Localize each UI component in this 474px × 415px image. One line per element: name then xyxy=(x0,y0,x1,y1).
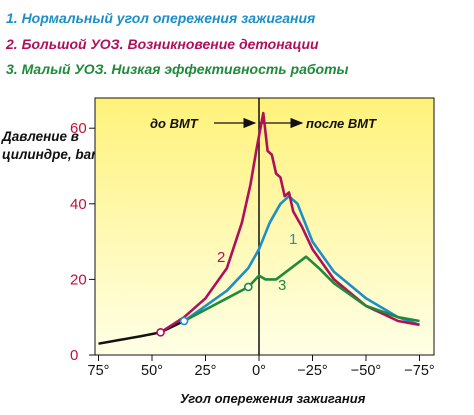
annotation-after: после ВМТ xyxy=(306,116,377,131)
x-tick-label: −25° xyxy=(297,363,327,379)
x-tick-label: 0° xyxy=(252,363,266,379)
legend-item-1: 1. Нормальный угол опережения зажигания xyxy=(6,10,316,26)
ignition-point xyxy=(156,328,165,337)
series-2-line xyxy=(159,111,420,334)
y-tick-label: 60 xyxy=(70,120,87,137)
x-tick-label: 50° xyxy=(141,363,163,379)
x-tick-label: −75° xyxy=(404,363,434,379)
series-1-line xyxy=(183,194,420,327)
x-axis-label: Угол опережения зажигания xyxy=(180,391,366,406)
x-tick-label: 75° xyxy=(88,363,110,379)
ignition-point xyxy=(179,316,189,326)
annotation-before: до ВМТ xyxy=(150,116,199,131)
x-tick-label: 25° xyxy=(195,363,217,379)
series-3-line xyxy=(183,255,420,323)
legend-item-2: 2. Большой УОЗ. Возникновение детонации xyxy=(6,36,319,52)
y-tick-label: 0 xyxy=(70,347,78,364)
legend-item-3: 3. Малый УОЗ. Низкая эффективность работ… xyxy=(6,61,349,77)
plot-area xyxy=(94,97,435,356)
y-tick-label: 40 xyxy=(70,196,87,213)
series-3-label: 3 xyxy=(278,277,286,294)
y-tick-label: 20 xyxy=(70,271,87,288)
series-2-label: 2 xyxy=(217,249,225,266)
series-1-label: 1 xyxy=(289,231,297,248)
ignition-point xyxy=(244,282,253,292)
y-axis-label: Давление в цилиндре, bar xyxy=(2,129,97,162)
x-tick-label: −50° xyxy=(351,363,381,379)
